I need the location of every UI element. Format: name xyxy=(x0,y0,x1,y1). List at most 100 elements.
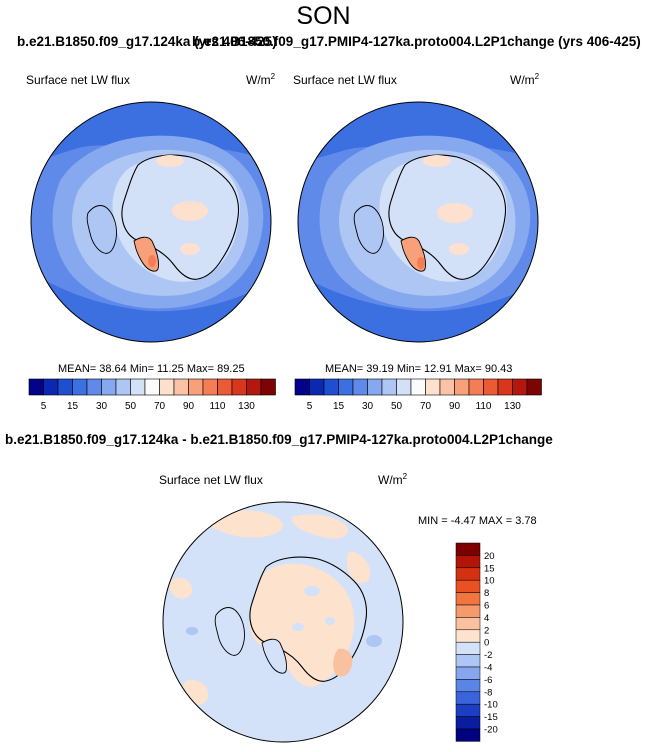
colorbar-tick-label: 90 xyxy=(449,401,461,412)
colorbar-swatch xyxy=(455,579,481,593)
colorbar-swatch xyxy=(455,666,481,680)
left-variable-label: Surface net LW flux xyxy=(26,73,130,87)
colorbar-swatch xyxy=(425,378,441,396)
right-panel-title: b.e21.B1850.f09_g17.PMIP4-127ka.proto004… xyxy=(192,34,641,49)
colorbar-swatch xyxy=(468,378,484,396)
colorbar-tick-label: 15 xyxy=(333,401,345,412)
colorbar-tick-label: 90 xyxy=(183,401,195,412)
colorbar-swatch xyxy=(101,378,117,396)
colorbar-tick-label: 10 xyxy=(484,576,495,587)
colorbar-tick-label: 5 xyxy=(307,401,313,412)
left-units-label: W/m2 xyxy=(246,72,276,87)
colorbar-tick-label: -15 xyxy=(484,712,498,723)
colorbar-tick-label: 2 xyxy=(484,625,489,636)
colorbar-swatch xyxy=(512,378,528,396)
colorbar-swatch xyxy=(381,378,397,396)
colorbar-tick-label: 8 xyxy=(484,588,489,599)
colorbar-swatch xyxy=(455,716,481,730)
left-polar-map xyxy=(30,101,272,343)
colorbar-swatch xyxy=(43,378,59,396)
colorbar-swatch xyxy=(352,378,368,396)
colorbar-swatch xyxy=(455,542,481,556)
colorbar-swatch xyxy=(188,378,204,396)
colorbar-swatch xyxy=(367,378,383,396)
colorbar-tick-label: 130 xyxy=(504,401,521,412)
colorbar-swatch xyxy=(130,378,146,396)
colorbar-tick-label: -10 xyxy=(484,700,498,711)
colorbar-swatch xyxy=(497,378,513,396)
colorbar-tick-label: 50 xyxy=(391,401,403,412)
colorbar-swatch xyxy=(455,703,481,717)
colorbar-tick-label: 70 xyxy=(420,401,432,412)
left-panel-title: b.e21.B1850.f09_g17.124ka (yrs 406-425) xyxy=(17,34,277,49)
diff-variable-label: Surface net LW flux xyxy=(159,473,263,487)
colorbar-tick-label: 110 xyxy=(476,401,492,412)
diff-panel-title: b.e21.B1850.f09_g17.124ka - b.e21.B1850.… xyxy=(5,432,553,447)
colorbar-swatch xyxy=(439,378,455,396)
colorbar-swatch xyxy=(455,728,481,742)
colorbar-tick-label: -4 xyxy=(484,663,492,674)
colorbar-swatch xyxy=(28,378,44,396)
colorbar-swatch xyxy=(57,378,73,396)
right-variable-label: Surface net LW flux xyxy=(293,73,397,87)
colorbar-swatch xyxy=(455,679,481,693)
colorbar-swatch xyxy=(396,378,412,396)
colorbar-swatch xyxy=(410,378,426,396)
colorbar-swatch xyxy=(231,378,247,396)
left-colorbar: 5 15 30 50 70 90 110 130 xyxy=(28,378,276,412)
colorbar-tick-label: 30 xyxy=(362,401,374,412)
right-stats: MEAN= 39.19 Min= 12.91 Max= 90.43 xyxy=(325,363,513,375)
colorbar-tick-label: 0 xyxy=(484,638,489,649)
colorbar-tick-label: 30 xyxy=(96,401,108,412)
colorbar-swatch xyxy=(246,378,262,396)
colorbar-swatch xyxy=(455,641,481,655)
colorbar-swatch xyxy=(455,604,481,618)
colorbar-swatch xyxy=(260,378,276,396)
colorbar-tick-label: -6 xyxy=(484,675,492,686)
colorbar-swatch xyxy=(455,629,481,643)
right-polar-map xyxy=(297,101,539,343)
colorbar-tick-label: 15 xyxy=(484,563,495,574)
colorbar-tick-label: 5 xyxy=(41,401,47,412)
colorbar-swatch xyxy=(144,378,160,396)
diff-min-max: MIN = -4.47 MAX = 3.78 xyxy=(418,515,537,527)
colorbar-swatch xyxy=(72,378,88,396)
colorbar-swatch xyxy=(115,378,131,396)
colorbar-swatch xyxy=(455,592,481,606)
colorbar-swatch xyxy=(526,378,542,396)
colorbar-tick-label: 20 xyxy=(484,551,495,562)
season-title: SON xyxy=(296,2,351,30)
colorbar-tick-label: -2 xyxy=(484,650,492,661)
colorbar-swatch xyxy=(159,378,175,396)
colorbar-swatch xyxy=(455,617,481,631)
colorbar-swatch xyxy=(455,654,481,668)
colorbar-tick-label: 110 xyxy=(210,401,226,412)
colorbar-swatch xyxy=(455,691,481,705)
colorbar-swatch xyxy=(217,378,233,396)
colorbar-tick-label: 15 xyxy=(67,401,79,412)
colorbar-swatch xyxy=(338,378,354,396)
colorbar-swatch xyxy=(455,555,481,569)
colorbar-swatch xyxy=(86,378,102,396)
right-units-label: W/m2 xyxy=(510,72,540,87)
left-stats: MEAN= 38.64 Min= 11.25 Max= 89.25 xyxy=(58,363,245,375)
colorbar-swatch xyxy=(454,378,470,396)
colorbar-swatch xyxy=(173,378,189,396)
diff-polar-map xyxy=(162,501,404,743)
colorbar-tick-label: -8 xyxy=(484,687,492,698)
colorbar-swatch xyxy=(202,378,218,396)
right-colorbar: 5 15 30 50 70 90 110 130 xyxy=(294,378,542,412)
colorbar-swatch xyxy=(323,378,339,396)
colorbar-swatch xyxy=(309,378,325,396)
colorbar-swatch xyxy=(483,378,499,396)
colorbar-tick-label: 130 xyxy=(238,401,255,412)
colorbar-swatch xyxy=(455,567,481,581)
colorbar-tick-label: 70 xyxy=(154,401,166,412)
colorbar-tick-label: 6 xyxy=(484,601,489,612)
diff-units-label: W/m2 xyxy=(378,472,408,487)
colorbar-tick-label: -20 xyxy=(484,725,498,736)
colorbar-swatch xyxy=(294,378,310,396)
colorbar-tick-label: 50 xyxy=(125,401,137,412)
colorbar-tick-label: 4 xyxy=(484,613,489,624)
